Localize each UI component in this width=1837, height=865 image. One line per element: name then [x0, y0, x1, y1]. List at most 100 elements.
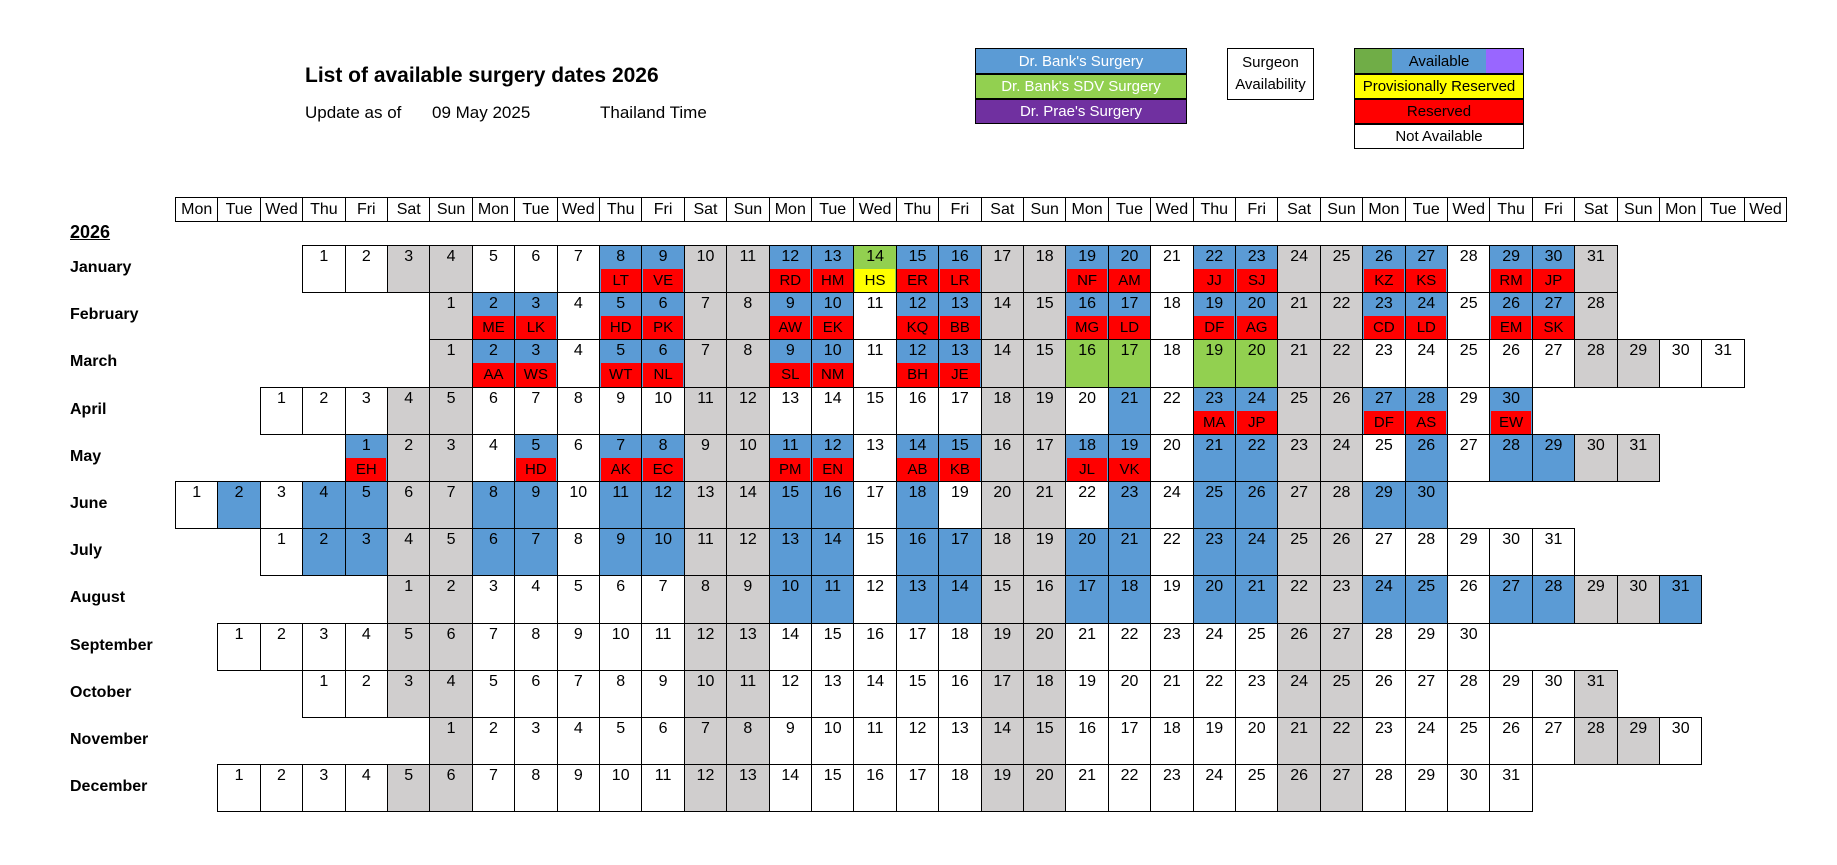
day-cell[interactable]: 5	[387, 622, 431, 671]
day-cell[interactable]: 14	[980, 339, 1024, 388]
day-cell[interactable]: 16	[811, 481, 855, 530]
day-cell[interactable]: 9	[768, 717, 812, 766]
day-cell[interactable]: 17	[1065, 575, 1109, 624]
day-cell[interactable]: 3	[387, 669, 431, 718]
day-cell[interactable]: 11	[683, 528, 728, 577]
day-cell[interactable]: 21	[1277, 292, 1321, 341]
day-cell[interactable]: 13	[768, 386, 812, 435]
day-cell[interactable]: 7	[556, 669, 600, 718]
day-cell[interactable]: 21	[1150, 245, 1194, 294]
day-cell[interactable]: 1	[429, 292, 473, 341]
day-cell[interactable]: 28	[1489, 433, 1533, 482]
day-cell[interactable]: 10	[768, 575, 812, 624]
day-cell[interactable]: 24	[1277, 669, 1321, 718]
day-cell[interactable]: 9	[726, 575, 770, 624]
day-cell[interactable]: 23	[1362, 339, 1406, 388]
day-cell[interactable]: 18	[1023, 669, 1067, 718]
day-cell[interactable]: 30	[1616, 575, 1660, 624]
day-cell[interactable]: 8	[556, 386, 600, 435]
day-cell[interactable]: 6	[429, 764, 473, 813]
day-cell[interactable]: 10	[683, 245, 728, 294]
day-cell[interactable]: 28	[1574, 339, 1618, 388]
day-cell[interactable]: 12	[895, 717, 940, 766]
day-cell[interactable]: 18	[1023, 245, 1067, 294]
day-cell[interactable]: 16	[1065, 339, 1109, 388]
day-cell[interactable]: 7	[471, 764, 516, 813]
day-cell[interactable]: 15	[895, 669, 940, 718]
day-cell[interactable]: 2	[302, 528, 346, 577]
day-cell[interactable]: 3	[302, 764, 346, 813]
day-cell[interactable]: 31	[1531, 528, 1576, 577]
day-cell[interactable]: 26	[1362, 669, 1406, 718]
day-cell[interactable]: 1	[175, 481, 219, 530]
day-cell[interactable]: 12	[683, 622, 728, 671]
day-cell[interactable]: 28	[1531, 575, 1576, 624]
day-cell[interactable]: 7	[514, 386, 558, 435]
day-cell[interactable]: 4	[556, 717, 600, 766]
day-cell[interactable]: 7	[514, 528, 558, 577]
day-cell[interactable]: 29	[1616, 339, 1660, 388]
day-cell[interactable]: 29	[1362, 481, 1406, 530]
day-cell[interactable]: 14	[980, 717, 1024, 766]
day-cell[interactable]: 25	[1447, 717, 1491, 766]
day-cell[interactable]: 7	[683, 717, 728, 766]
day-cell[interactable]: 20	[1150, 433, 1194, 482]
day-cell[interactable]: 18	[938, 622, 982, 671]
day-cell[interactable]: 2	[387, 433, 431, 482]
day-cell[interactable]: 22	[1107, 622, 1152, 671]
day-cell[interactable]: 23	[1150, 764, 1194, 813]
day-cell[interactable]: 6	[514, 669, 558, 718]
day-cell[interactable]: 27	[1404, 669, 1448, 718]
day-cell[interactable]: 30	[1659, 339, 1703, 388]
day-cell[interactable]: 9	[514, 481, 558, 530]
day-cell[interactable]: 9	[641, 669, 685, 718]
day-cell[interactable]: 30	[1447, 764, 1491, 813]
day-cell[interactable]: 17	[1107, 339, 1152, 388]
day-cell[interactable]: 6	[471, 528, 516, 577]
day-cell[interactable]: 12	[683, 764, 728, 813]
day-cell[interactable]: 16	[853, 622, 897, 671]
day-cell[interactable]: 21	[1150, 669, 1194, 718]
day-cell[interactable]: 4	[387, 386, 431, 435]
day-cell[interactable]: 17	[980, 669, 1024, 718]
day-cell[interactable]: 25	[1235, 622, 1279, 671]
day-cell[interactable]: 10	[556, 481, 600, 530]
day-cell[interactable]: 29	[1616, 717, 1660, 766]
day-cell[interactable]: 8	[726, 717, 770, 766]
day-cell[interactable]: 23	[1362, 717, 1406, 766]
day-cell[interactable]: 18	[1107, 575, 1152, 624]
day-cell[interactable]: 6	[387, 481, 431, 530]
day-cell[interactable]: 27	[1531, 717, 1576, 766]
day-cell[interactable]: 19	[1065, 669, 1109, 718]
day-cell[interactable]: 10	[641, 528, 685, 577]
day-cell[interactable]: 28	[1574, 292, 1618, 341]
day-cell[interactable]: 3	[302, 622, 346, 671]
day-cell[interactable]: 11	[641, 764, 685, 813]
day-cell[interactable]: 1	[259, 386, 304, 435]
day-cell[interactable]: 29	[1574, 575, 1618, 624]
day-cell[interactable]: 6	[556, 433, 600, 482]
day-cell[interactable]: 9	[683, 433, 728, 482]
day-cell[interactable]: 26	[1319, 528, 1364, 577]
day-cell[interactable]: 21	[1107, 528, 1152, 577]
day-cell[interactable]: 26	[1489, 339, 1533, 388]
day-cell[interactable]: 2	[259, 764, 304, 813]
day-cell[interactable]: 14	[811, 386, 855, 435]
day-cell[interactable]: 17	[1023, 433, 1067, 482]
day-cell[interactable]: 1	[387, 575, 431, 624]
day-cell[interactable]: 15	[811, 622, 855, 671]
day-cell[interactable]: 21	[1107, 386, 1152, 435]
day-cell[interactable]: 20	[980, 481, 1024, 530]
day-cell[interactable]: 24	[1277, 245, 1321, 294]
day-cell[interactable]: 17	[980, 245, 1024, 294]
day-cell[interactable]: 21	[1065, 622, 1109, 671]
day-cell[interactable]: 21	[1277, 339, 1321, 388]
day-cell[interactable]: 20	[1023, 622, 1067, 671]
day-cell[interactable]: 22	[1065, 481, 1109, 530]
day-cell[interactable]: 21	[1023, 481, 1067, 530]
day-cell[interactable]: 1	[217, 764, 261, 813]
day-cell[interactable]: 5	[344, 481, 388, 530]
day-cell[interactable]: 13	[768, 528, 812, 577]
day-cell[interactable]: 18	[1150, 717, 1194, 766]
day-cell[interactable]: 8	[726, 292, 770, 341]
